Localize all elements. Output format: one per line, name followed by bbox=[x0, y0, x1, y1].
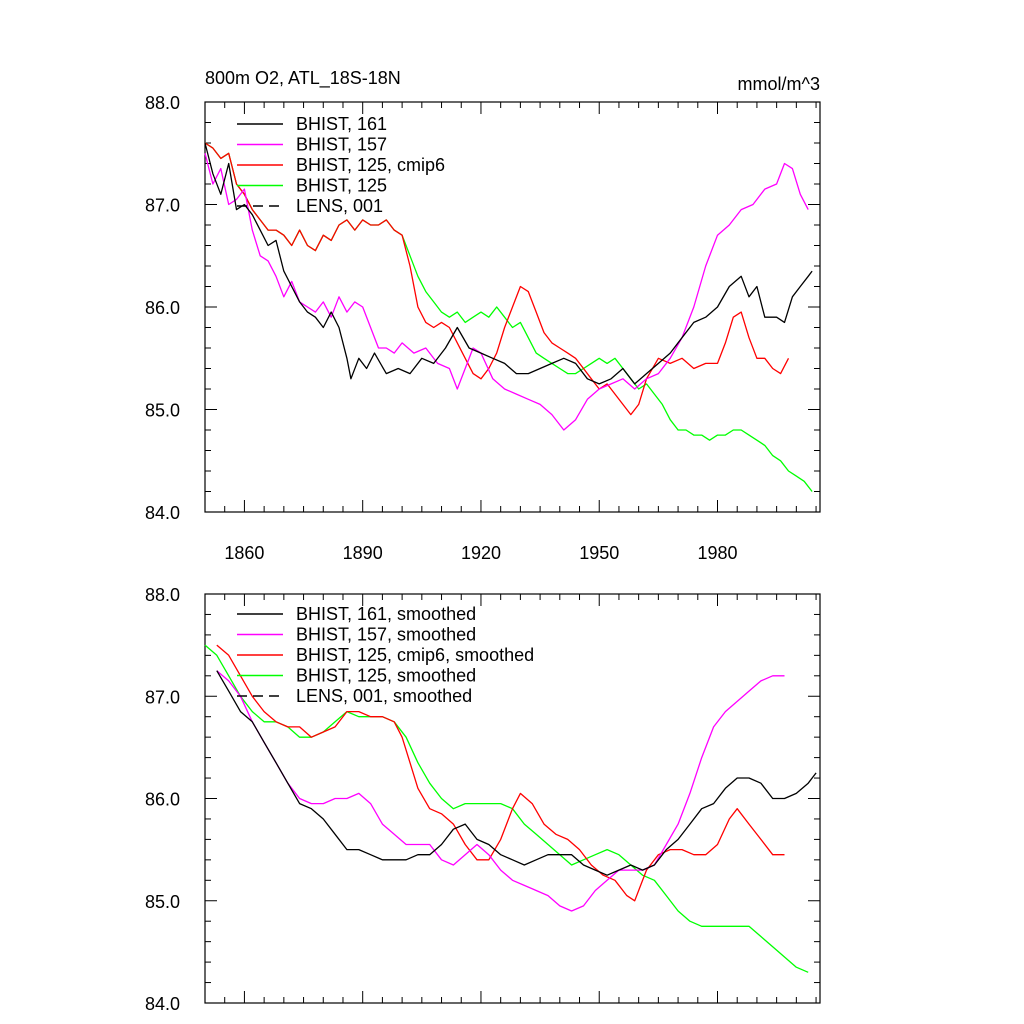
plot-title: 800m O2, ATL_18S-18N bbox=[205, 68, 401, 89]
x-tick-label: 1950 bbox=[579, 543, 619, 563]
series-line-0 bbox=[216, 670, 817, 876]
y-tick-label: 88.0 bbox=[145, 585, 180, 605]
x-tick-label: 1890 bbox=[343, 543, 383, 563]
y-tick-label: 85.0 bbox=[145, 401, 180, 421]
y-tick-label: 87.0 bbox=[145, 687, 180, 707]
units-label: mmol/m^3 bbox=[738, 74, 820, 94]
legend-label: BHIST, 161, smoothed bbox=[296, 604, 476, 624]
series-line-0 bbox=[204, 142, 813, 385]
legend-label: LENS, 001, smoothed bbox=[296, 686, 472, 706]
y-tick-label: 84.0 bbox=[145, 994, 180, 1014]
y-tick-label: 84.0 bbox=[145, 503, 180, 523]
x-tick-label: 1980 bbox=[697, 543, 737, 563]
series-line-3 bbox=[204, 644, 809, 973]
legend-label: BHIST, 161 bbox=[296, 114, 387, 134]
legend-label: LENS, 001 bbox=[296, 196, 383, 216]
legend-label: BHIST, 125, smoothed bbox=[296, 666, 476, 686]
legend-label: BHIST, 125, cmip6, smoothed bbox=[296, 645, 534, 665]
top-panel: 1860 1890 1920 1950 1980 84.0 85.0 86.0 87.0 88.0… bbox=[145, 93, 821, 563]
y-tick-label: 88.0 bbox=[145, 93, 180, 113]
x-tick-label: 1920 bbox=[461, 543, 501, 563]
series-line-1 bbox=[204, 153, 809, 431]
y-tick-label: 87.0 bbox=[145, 196, 180, 216]
legend-label: BHIST, 157 bbox=[296, 135, 387, 155]
series-line-2 bbox=[204, 142, 790, 416]
y-tick-label: 86.0 bbox=[145, 298, 180, 318]
legend-label: BHIST, 125 bbox=[296, 176, 387, 196]
legend-label: BHIST, 157, smoothed bbox=[296, 625, 476, 645]
x-tick-label: 1860 bbox=[224, 543, 264, 563]
y-tick-label: 86.0 bbox=[145, 790, 180, 810]
legend-label: BHIST, 125, cmip6 bbox=[296, 155, 445, 175]
series-line-2 bbox=[216, 644, 785, 902]
series-line-1 bbox=[216, 670, 785, 912]
bottom-panel: 84.0 85.0 86.0 87.0 88.0 BHIST, 161, smoothed… bbox=[145, 585, 821, 1014]
y-tick-label: 85.0 bbox=[145, 892, 180, 912]
